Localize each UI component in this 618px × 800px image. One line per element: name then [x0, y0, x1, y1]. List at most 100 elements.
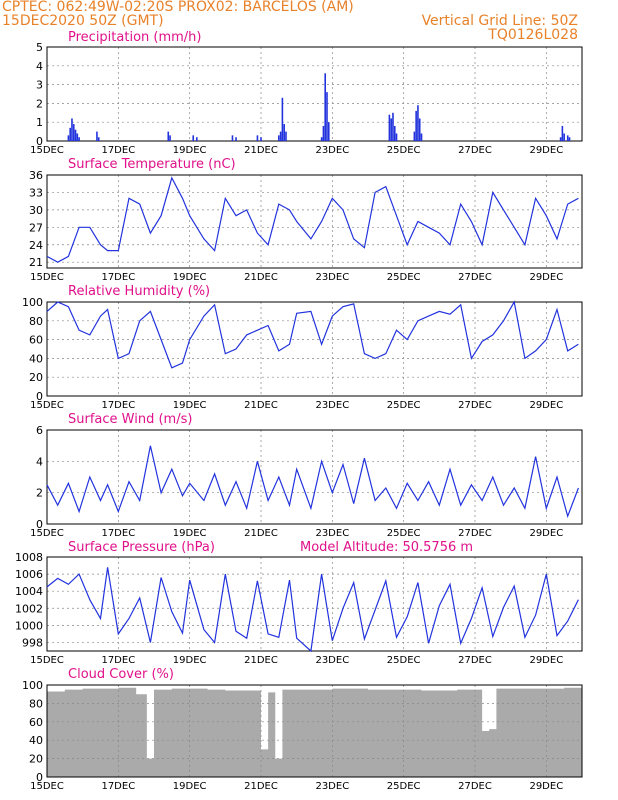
pressure-xtick-label: 17DEC — [101, 655, 135, 666]
precip-bar — [566, 135, 569, 141]
precip-bar — [324, 73, 326, 141]
cloud-area — [47, 687, 582, 777]
temp-ytick-label: 27 — [29, 221, 43, 234]
wind-xtick-label: 25DEC — [387, 528, 421, 539]
cloud-ytick-label: 100 — [22, 679, 43, 692]
header-line2-right: TQ0126L028 — [488, 27, 578, 43]
precip-bar — [392, 112, 394, 141]
rh-title: Relative Humidity (%) — [68, 284, 210, 299]
precip-bar — [72, 124, 75, 141]
wind-line — [46, 445, 579, 519]
rh-ytick-label: 40 — [29, 352, 43, 365]
precip-bar — [97, 137, 100, 141]
precip-bar — [417, 105, 419, 141]
pressure-frame — [46, 556, 583, 652]
rh-xtick-label: 17DEC — [101, 400, 135, 411]
pressure-xtick-label: 15DEC — [30, 655, 64, 666]
cloud-ytick-label: 20 — [29, 753, 43, 766]
temp-ytick-label: 30 — [29, 204, 43, 217]
temp-title: Surface Temperature (nC) — [68, 157, 236, 172]
precip-xtick-label: 23DEC — [315, 145, 349, 156]
rh-xtick-label: 29DEC — [529, 400, 563, 411]
cloud-xtick-label: 23DEC — [315, 781, 349, 792]
pressure-ytick-label: 998 — [22, 636, 43, 649]
wind-xtick-label: 29DEC — [529, 528, 563, 539]
precip-bar — [563, 133, 565, 141]
temp-xtick-label: 15DEC — [30, 272, 64, 283]
precip-bar — [192, 135, 195, 141]
precip-xtick-label: 19DEC — [173, 145, 207, 156]
precip-bar — [235, 137, 237, 141]
rh-ytick-label: 0 — [36, 390, 43, 403]
rh-frame — [46, 301, 583, 397]
wind-ytick-label: 0 — [36, 518, 43, 531]
cloud-xtick-label: 25DEC — [387, 781, 421, 792]
pressure-xtick-label: 21DEC — [244, 655, 278, 666]
precip-bar — [420, 133, 423, 141]
precip-bar — [281, 97, 284, 141]
cloud-frame — [46, 684, 583, 778]
temp-ytick-label: 33 — [29, 186, 43, 199]
cloud-xtick-label: 29DEC — [529, 781, 563, 792]
wind-xtick-label: 27DEC — [458, 528, 492, 539]
cloud-ytick-label: 0 — [36, 771, 43, 784]
pressure-ytick-label: 1008 — [15, 551, 43, 564]
pressure-xtick-label: 23DEC — [315, 655, 349, 666]
precip-bar — [393, 125, 396, 141]
pressure-ytick-label: 1000 — [15, 619, 43, 632]
rh-xtick-label: 27DEC — [458, 400, 492, 411]
precip-xtick-label: 21DEC — [244, 145, 278, 156]
wind-xtick-label: 23DEC — [315, 528, 349, 539]
cloud-xtick-label: 17DEC — [101, 781, 135, 792]
precip-bar — [71, 118, 73, 141]
precip-xtick-label: 27DEC — [458, 145, 492, 156]
temp-line — [46, 176, 579, 263]
temp-xtick-label: 21DEC — [244, 272, 278, 283]
wind-xtick-label: 17DEC — [101, 528, 135, 539]
precip-xtick-label: 29DEC — [529, 145, 563, 156]
header-line2-left: 15DEC2020 50Z (GMT) — [2, 13, 164, 29]
wind-ytick-label: 6 — [36, 424, 43, 437]
precip-bar — [285, 131, 287, 141]
precip-bar — [260, 137, 262, 141]
precip-bar — [326, 92, 328, 141]
precip-bar — [256, 135, 259, 141]
cloud-xtick-label: 27DEC — [458, 781, 492, 792]
rh-line — [46, 300, 579, 369]
precip-bar — [568, 137, 571, 141]
temp-frame — [46, 174, 583, 269]
cloud-ytick-label: 80 — [29, 697, 43, 710]
precip-bar — [74, 129, 77, 141]
pressure-title: Surface Pressure (hPa) — [68, 540, 215, 555]
pressure-ytick-label: 1002 — [15, 602, 43, 615]
wind-ytick-label: 4 — [36, 455, 43, 468]
precip-bar — [561, 125, 564, 141]
precip-xtick-label: 15DEC — [30, 145, 64, 156]
wind-title: Surface Wind (m/s) — [68, 412, 192, 427]
precip-title: Precipitation (mm/h) — [68, 30, 201, 45]
precip-bar — [76, 133, 79, 141]
pressure-xtick-label: 25DEC — [387, 655, 421, 666]
precip-frame — [46, 46, 583, 142]
temp-xtick-label: 17DEC — [101, 272, 135, 283]
precip-bar — [231, 135, 234, 141]
wind-frame — [46, 429, 583, 525]
cloud-ytick-label: 40 — [29, 734, 43, 747]
rh-xtick-label: 15DEC — [30, 400, 64, 411]
precip-bar — [415, 110, 417, 141]
precip-ytick-label: 3 — [36, 79, 43, 92]
pressure-ytick-label: 1006 — [15, 568, 43, 581]
precip-bar — [388, 114, 391, 141]
cloud-xtick-label: 21DEC — [244, 781, 278, 792]
temp-xtick-label: 27DEC — [458, 272, 492, 283]
precip-bar — [279, 131, 282, 141]
precip-bar — [327, 122, 330, 141]
cloud-title: Cloud Cover (%) — [68, 667, 174, 682]
precip-bar — [278, 135, 280, 141]
precip-bar — [69, 127, 71, 141]
rh-ytick-label: 80 — [29, 315, 43, 328]
rh-ytick-label: 100 — [22, 296, 43, 309]
precip-bar — [395, 133, 398, 141]
cloud-xtick-label: 19DEC — [173, 781, 207, 792]
